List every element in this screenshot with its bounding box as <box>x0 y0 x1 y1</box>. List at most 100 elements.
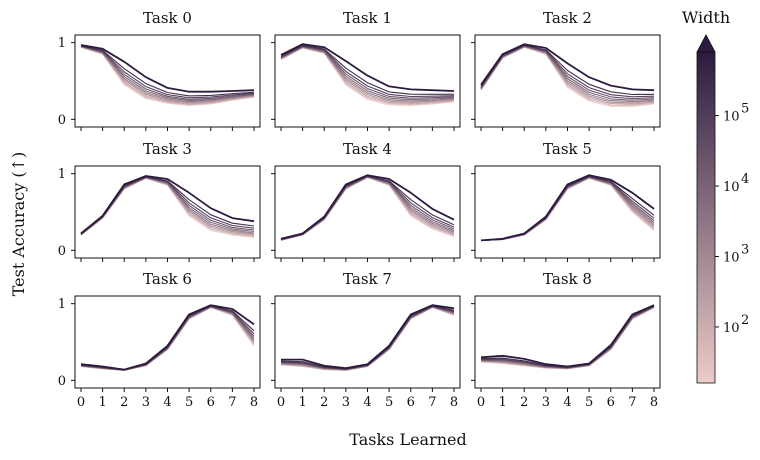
x-tick-label: 3 <box>342 395 350 410</box>
x-tick-label: 2 <box>320 395 328 410</box>
x-tick-label: 3 <box>542 395 550 410</box>
series-line-width-9 <box>480 43 655 92</box>
subplot-title: Task 0 <box>143 9 192 27</box>
colorbar-tick-exponent: 2 <box>741 313 749 328</box>
subplot-task-7: Task 7 0 1 2 3 4 5 6 7 8 <box>271 270 461 410</box>
series-line-width-8 <box>80 305 255 371</box>
series-line-width-9 <box>480 304 655 368</box>
series-line-width-9 <box>80 304 255 371</box>
x-tick-label: 4 <box>363 395 371 410</box>
subplot-title: Task 8 <box>543 270 592 288</box>
x-tick-label: 5 <box>385 395 393 410</box>
series-line-width-6 <box>80 305 255 371</box>
x-tick-label: 6 <box>607 395 615 410</box>
series-line-width-7 <box>80 305 255 371</box>
series-line-width-6 <box>280 305 455 370</box>
colorbar-gradient <box>696 51 716 384</box>
x-axis-label: Tasks Learned <box>349 430 466 449</box>
x-tick-label: 0 <box>277 395 285 410</box>
x-tick-label: 5 <box>585 395 593 410</box>
colorbar-tick-label: 10 <box>723 110 740 125</box>
x-tick-label: 1 <box>98 395 106 410</box>
x-tick-label: 4 <box>563 395 571 410</box>
subplot-title: Task 2 <box>543 9 592 27</box>
subplot-title: Task 7 <box>343 270 392 288</box>
subplot-task-1: Task 1 <box>271 9 461 131</box>
series-line-width-4 <box>80 46 255 103</box>
x-tick-label: 6 <box>207 395 215 410</box>
subplot-task-3: Task 3 0 1 <box>58 140 261 262</box>
x-tick-label: 7 <box>628 395 636 410</box>
series-line-width-7 <box>280 45 455 98</box>
x-tick-label: 8 <box>650 395 658 410</box>
colorbar-tick-label: 10 <box>723 250 740 265</box>
series-line-width-9 <box>280 43 455 92</box>
subplot-task-8: Task 8 0 1 2 3 4 5 6 7 8 <box>471 270 661 410</box>
y-tick-label: 1 <box>58 297 66 312</box>
series-line-width-8 <box>80 45 255 97</box>
y-tick-label: 0 <box>58 244 66 259</box>
axes-frame <box>274 295 461 389</box>
x-tick-label: 5 <box>185 395 193 410</box>
x-tick-label: 7 <box>428 395 436 410</box>
series-line-width-5 <box>80 45 255 102</box>
subplot-task-6: Task 60 1 2 3 4 5 6 7 801 <box>58 270 261 410</box>
axes-frame <box>274 34 461 128</box>
series-line-width-6 <box>80 45 255 100</box>
x-tick-label: 2 <box>120 395 128 410</box>
x-tick-label: 0 <box>477 395 485 410</box>
y-tick-label: 1 <box>58 167 66 182</box>
subplot-task-4: Task 4 <box>271 140 461 262</box>
subplot-title: Task 1 <box>343 9 392 27</box>
colorbar-title: Width <box>682 8 730 27</box>
subplot-title: Task 6 <box>143 270 192 288</box>
series-line-width-9 <box>280 174 455 240</box>
series-line-width-8 <box>480 44 655 96</box>
x-tick-label: 8 <box>450 395 458 410</box>
series-line-width-0 <box>80 306 255 371</box>
colorbar-extend-triangle <box>696 34 716 53</box>
series-line-width-8 <box>480 305 655 368</box>
y-axis-label: Test Accuracy (↑) <box>9 152 28 297</box>
series-line-width-8 <box>280 305 455 370</box>
series-line-width-5 <box>80 306 255 371</box>
colorbar-tick-exponent: 5 <box>741 102 749 117</box>
series-line-width-3 <box>80 306 255 371</box>
y-tick-label: 0 <box>58 374 66 389</box>
x-tick-label: 4 <box>163 395 171 410</box>
colorbar-tick-label: 10 <box>723 321 740 336</box>
subplot-title: Task 4 <box>343 140 392 158</box>
series-line-width-0 <box>280 47 455 107</box>
x-tick-label: 1 <box>298 395 306 410</box>
series-line-width-9 <box>80 175 255 235</box>
axes-frame <box>274 165 461 259</box>
y-tick-label: 0 <box>58 113 66 128</box>
colorbar-tick-label: 10 <box>723 180 740 195</box>
x-tick-label: 0 <box>77 395 85 410</box>
series-line-width-2 <box>80 177 255 236</box>
subplot-task-5: Task 5 <box>471 140 661 262</box>
subplot-title: Task 5 <box>543 140 592 158</box>
x-tick-label: 8 <box>250 395 258 410</box>
y-tick-label: 1 <box>58 36 66 51</box>
series-line-width-5 <box>280 46 455 101</box>
series-line-width-4 <box>280 46 455 102</box>
series-line-width-9 <box>480 174 655 242</box>
x-tick-label: 6 <box>407 395 415 410</box>
colorbar-tick-exponent: 3 <box>741 242 749 257</box>
colorbar-tick-exponent: 4 <box>741 172 749 187</box>
subplot-task-2: Task 2 <box>471 9 661 131</box>
series-line-width-1 <box>80 306 255 371</box>
x-tick-label: 3 <box>142 395 150 410</box>
x-tick-label: 2 <box>520 395 528 410</box>
series-line-width-2 <box>80 306 255 371</box>
x-tick-label: 7 <box>228 395 236 410</box>
series-line-width-4 <box>80 306 255 371</box>
subplot-title: Task 3 <box>143 140 192 158</box>
axes-frame <box>474 295 661 389</box>
series-line-width-7 <box>280 305 455 370</box>
x-tick-label: 1 <box>498 395 506 410</box>
